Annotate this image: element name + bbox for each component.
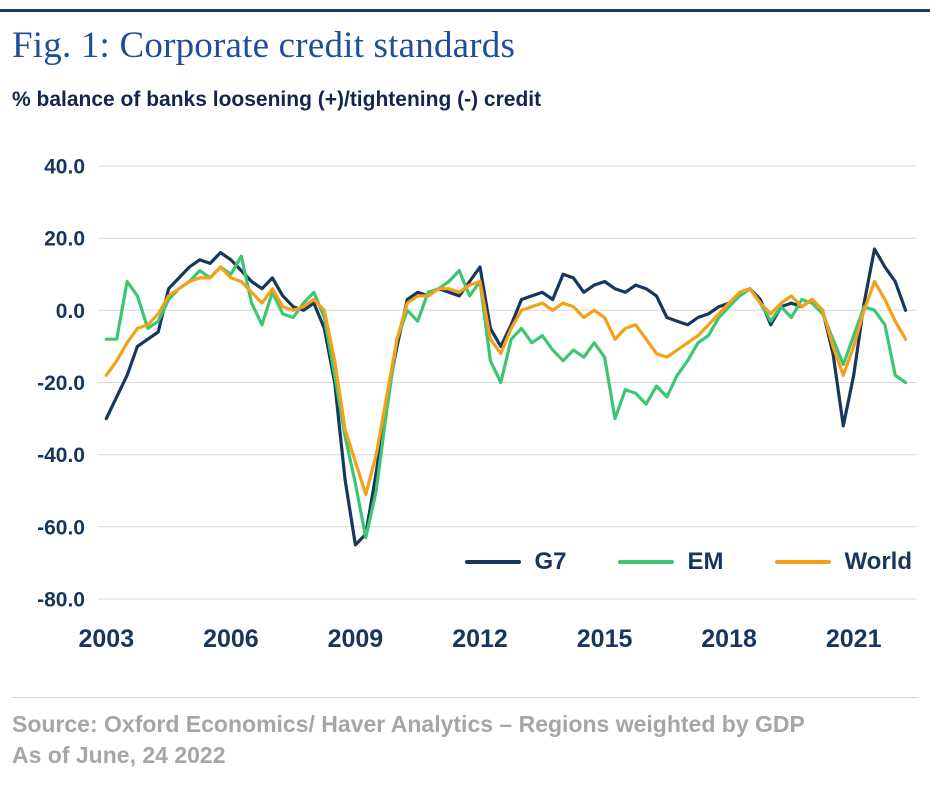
- chart-canvas: 40.0 20.0 0.0 -20.0 -40.0 -60.0 -80.0 2003 2006 2…: [37, 155, 916, 653]
- y-tick-label: -20.0: [37, 372, 85, 395]
- asof-text: As of June, 24 2022: [12, 742, 226, 769]
- y-tick-label: 0.0: [56, 299, 85, 322]
- y-tick-label: 40.0: [44, 155, 85, 178]
- credit-standards-chart: 40.0 20.0 0.0 -20.0 -40.0 -60.0 -80.0 2003 2006 2…: [12, 128, 918, 673]
- footer-divider: [12, 696, 918, 698]
- legend-item-g7: G7: [465, 548, 566, 576]
- x-tick-label: 2015: [577, 625, 633, 653]
- series-line-em: [104, 254, 908, 539]
- y-tick-label: 20.0: [44, 227, 85, 250]
- x-tick-label: 2009: [328, 625, 384, 653]
- figure-page: Fig. 1: Corporate credit standards % bal…: [0, 9, 930, 770]
- legend-label-em: EM: [687, 547, 724, 575]
- x-tick-label: 2012: [452, 625, 508, 653]
- top-accent-rule: [0, 9, 930, 12]
- legend-item-world: World: [775, 548, 912, 576]
- y-tick-label: -40.0: [37, 444, 85, 467]
- y-tick-label: -60.0: [37, 516, 85, 539]
- legend-swatch-world: [775, 559, 832, 564]
- series-line-world: [104, 264, 908, 496]
- x-tick-label: 2006: [203, 625, 259, 653]
- figure-title: Fig. 1: Corporate credit standards: [12, 25, 516, 66]
- legend-swatch-g7: [465, 559, 522, 564]
- figure-subtitle: % balance of banks loosening (+)/tighten…: [12, 87, 542, 111]
- y-tick-label: -80.0: [37, 588, 85, 611]
- series-line-g7: [104, 246, 908, 547]
- chart-legend: G7 EM World: [465, 548, 912, 576]
- legend-label-world: World: [844, 547, 912, 575]
- source-text: Source: Oxford Economics/ Haver Analytic…: [12, 710, 805, 737]
- x-tick-label: 2021: [826, 625, 882, 653]
- legend-swatch-em: [618, 559, 675, 564]
- x-tick-label: 2018: [701, 625, 757, 653]
- legend-item-em: EM: [618, 548, 723, 576]
- legend-label-g7: G7: [534, 547, 567, 575]
- x-tick-label: 2003: [78, 625, 134, 653]
